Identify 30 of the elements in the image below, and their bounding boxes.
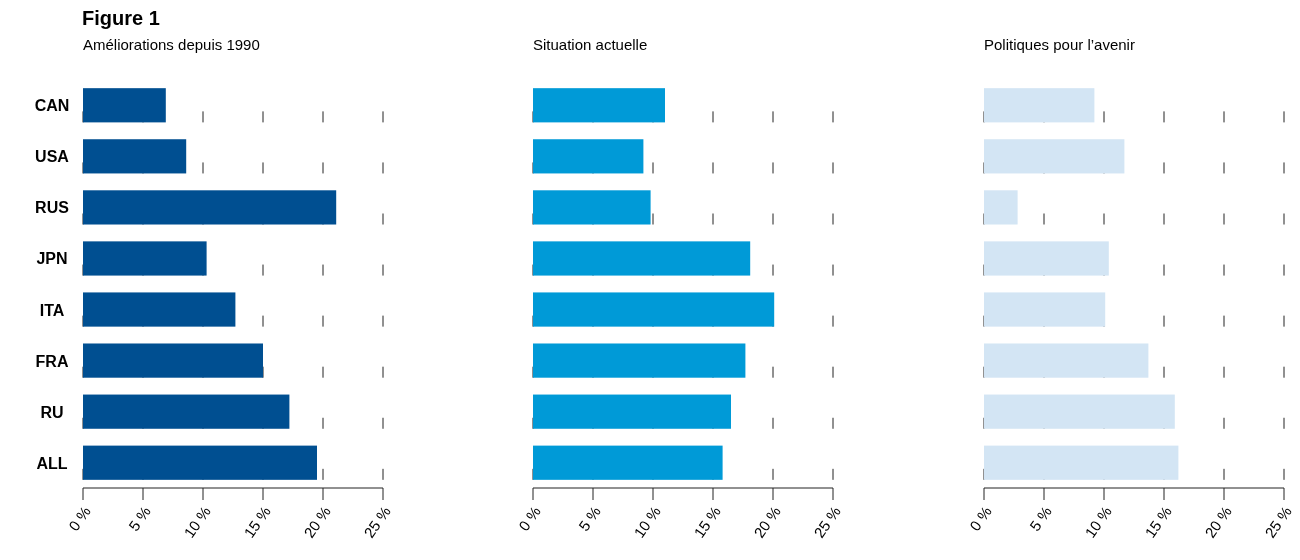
y-tick-label: ITA — [39, 301, 65, 319]
x-tick-label: 15 % — [240, 502, 274, 541]
x-tick-label: 10 % — [1081, 502, 1115, 541]
x-tick-label: 15 % — [690, 502, 724, 541]
x-tick-label: 0 % — [966, 502, 995, 534]
x-tick-label: 10 % — [180, 502, 214, 541]
x-tick-label: 10 % — [630, 502, 664, 541]
chart-title: Figure 1 — [82, 7, 160, 29]
y-tick-label: ALL — [36, 454, 68, 472]
chart-subtitle: Situation actuelle — [533, 36, 648, 53]
x-tick-label: 20 % — [300, 502, 334, 541]
x-tick-label: 25 % — [810, 502, 844, 541]
chart-subtitle: Améliorations depuis 1990 — [83, 36, 260, 53]
x-tick-label: 5 % — [1026, 502, 1055, 534]
y-tick-label: JPN — [36, 250, 68, 268]
x-tick-label: 25 % — [360, 502, 394, 541]
x-tick-label: 5 % — [125, 502, 154, 534]
x-tick-label: 15 % — [1141, 502, 1175, 541]
y-tick-label: RU — [40, 403, 64, 421]
y-tick-label: USA — [35, 148, 70, 166]
x-tick-label: 20 % — [750, 502, 784, 541]
y-tick-label: FRA — [35, 352, 69, 370]
x-tick-label: 0 % — [515, 502, 544, 534]
y-tick-label: CAN — [34, 97, 70, 115]
x-tick-label: 25 % — [1261, 502, 1295, 541]
y-tick-label: RUS — [35, 199, 70, 217]
x-tick-label: 20 % — [1201, 502, 1235, 541]
x-tick-label: 5 % — [575, 502, 604, 534]
x-tick-label: 0 % — [65, 502, 94, 534]
chart-subtitle: Politiques pour l’avenir — [984, 36, 1135, 53]
